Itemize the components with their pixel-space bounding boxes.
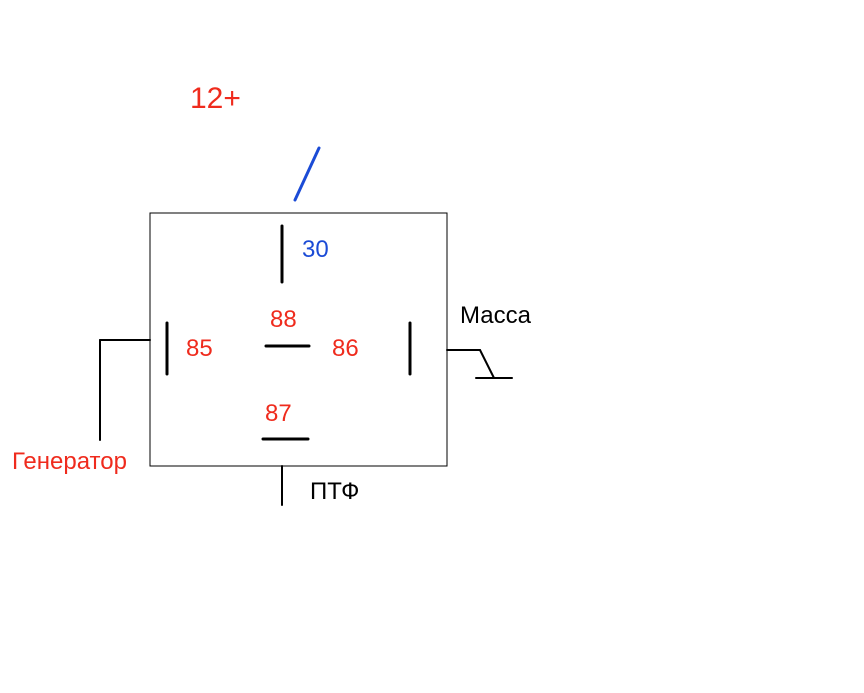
label-pin85: 85 [186, 335, 213, 363]
label-mass: Масса [460, 302, 531, 330]
switch-line [295, 148, 319, 200]
label-pin88: 88 [270, 306, 297, 334]
label-generator: Генератор [12, 448, 127, 476]
diagram-stage: 12+ 30 88 85 86 87 Масса Генератор ПТФ [0, 0, 864, 693]
mass-wire-diag [480, 350, 494, 378]
label-pin87: 87 [265, 400, 292, 428]
label-12plus: 12+ [190, 82, 241, 116]
label-pin86: 86 [332, 335, 359, 363]
label-ptf: ПТФ [310, 478, 359, 506]
wiring-svg [0, 0, 864, 693]
label-pin30: 30 [302, 236, 329, 264]
